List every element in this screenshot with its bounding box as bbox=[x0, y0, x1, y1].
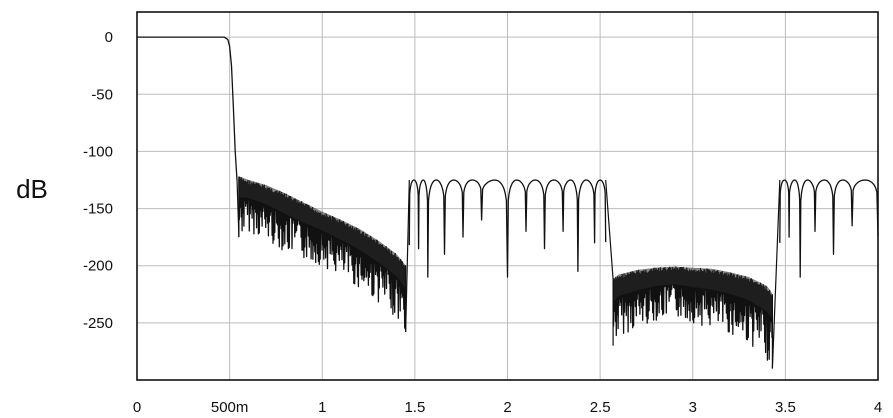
x-tick-label: 2.5 bbox=[590, 399, 611, 416]
x-tick-label: 3 bbox=[689, 399, 697, 416]
y-tick-label: -100 bbox=[83, 143, 113, 160]
y-axis-label: dB bbox=[16, 174, 48, 204]
x-tick-label: 3.5 bbox=[775, 399, 796, 416]
image-band-2 bbox=[779, 179, 879, 278]
x-tick-label: 0 bbox=[133, 399, 141, 416]
passband-transition-line bbox=[137, 36, 238, 181]
x-tick-label: 4 bbox=[874, 399, 882, 416]
y-tick-label: -150 bbox=[83, 201, 113, 218]
response-traces bbox=[137, 36, 879, 369]
x-tick-labels: 0 500m 1 1.5 2 2.5 3 3.5 4 bbox=[133, 399, 882, 416]
y-tick-labels: 0 -50 -100 -150 -200 -250 bbox=[83, 29, 113, 332]
y-tick-label: 0 bbox=[105, 29, 113, 46]
transition-drop bbox=[236, 179, 240, 238]
plot-frame bbox=[136, 11, 879, 381]
x-tick-label: 500m bbox=[211, 399, 249, 416]
rise-2 bbox=[771, 179, 781, 369]
y-tick-label: -200 bbox=[83, 258, 113, 275]
y-tick-label: -50 bbox=[91, 86, 113, 103]
fall-1 bbox=[605, 179, 614, 280]
y-tick-label: -250 bbox=[83, 315, 113, 332]
rise-1 bbox=[405, 179, 410, 333]
image-band-1 bbox=[408, 179, 607, 278]
x-tick-label: 1.5 bbox=[404, 399, 425, 416]
x-tick-label: 2 bbox=[503, 399, 511, 416]
x-tick-label: 1 bbox=[318, 399, 326, 416]
